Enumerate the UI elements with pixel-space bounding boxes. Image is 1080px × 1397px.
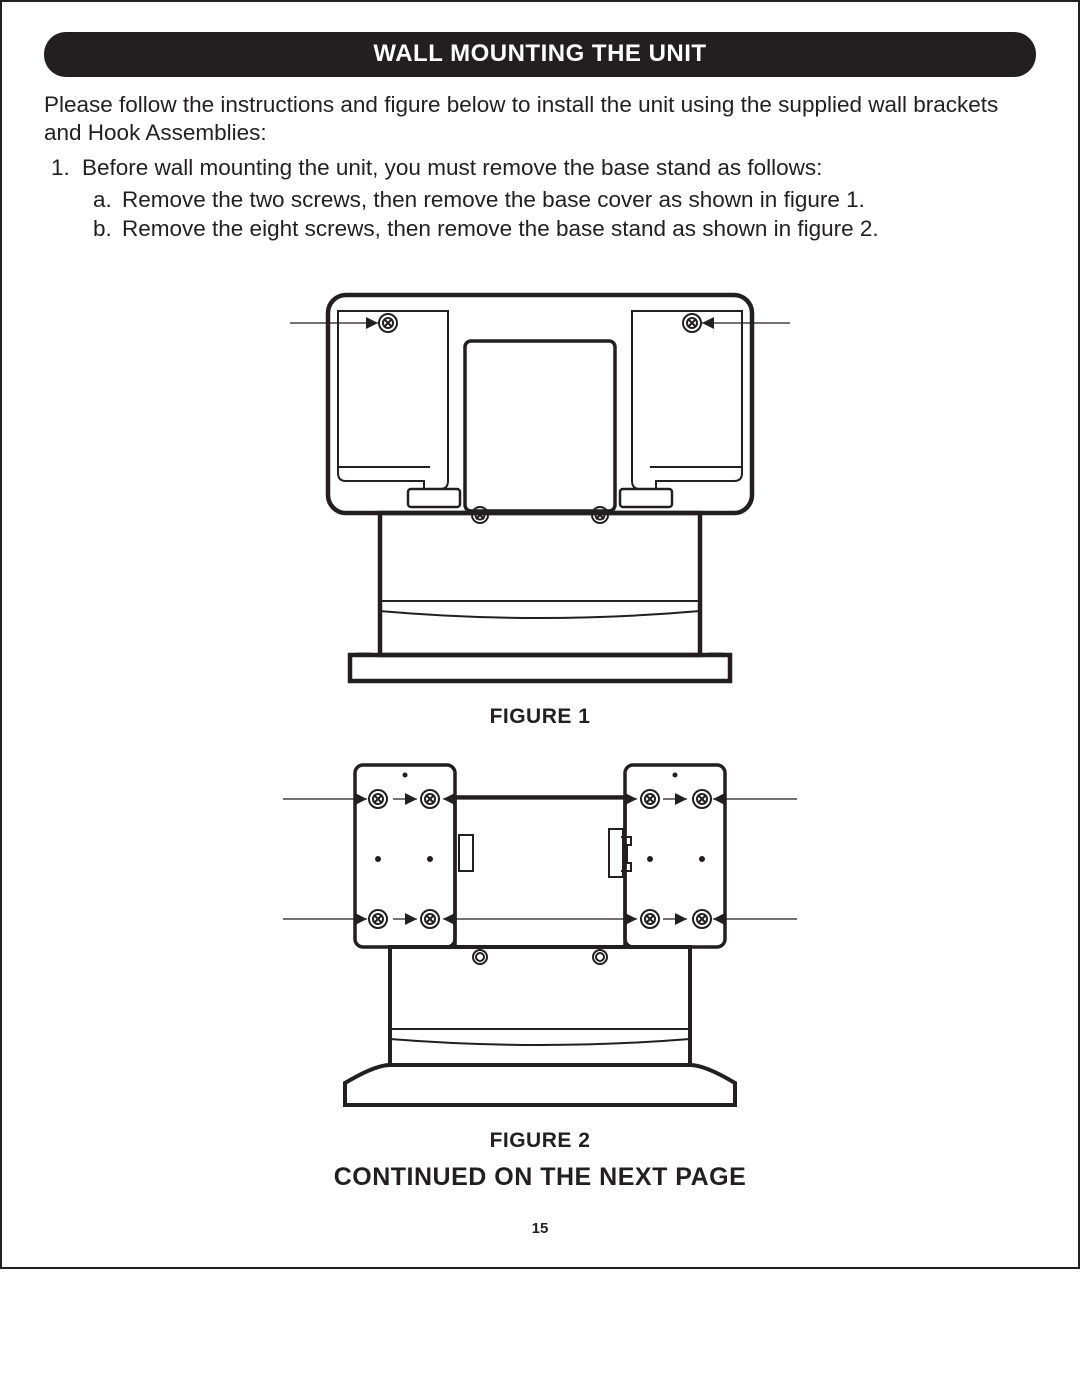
step-1a: Remove the two screws, then remove the b… xyxy=(118,185,1036,214)
figure-2-drawing xyxy=(275,757,805,1117)
step-1b: Remove the eight screws, then remove the… xyxy=(118,214,1036,243)
intro-text: Please follow the instructions and figur… xyxy=(44,91,1036,147)
continued-text: CONTINUED ON THE NEXT PAGE xyxy=(44,1163,1036,1192)
figures-block: FIGURE 1 xyxy=(44,283,1036,1237)
section-header: WALL MOUNTING THE UNIT xyxy=(44,32,1036,77)
figure-2-caption: FIGURE 2 xyxy=(44,1129,1036,1153)
substep-list: Remove the two screws, then remove the b… xyxy=(82,185,1036,244)
page-number: 15 xyxy=(44,1220,1036,1237)
figure-1-drawing xyxy=(280,283,800,693)
manual-page: WALL MOUNTING THE UNIT Please follow the… xyxy=(0,0,1080,1269)
step-1: Before wall mounting the unit, you must … xyxy=(76,153,1036,243)
instruction-list: Before wall mounting the unit, you must … xyxy=(44,153,1036,243)
step-1-text: Before wall mounting the unit, you must … xyxy=(82,155,822,180)
figure-1-caption: FIGURE 1 xyxy=(44,705,1036,729)
